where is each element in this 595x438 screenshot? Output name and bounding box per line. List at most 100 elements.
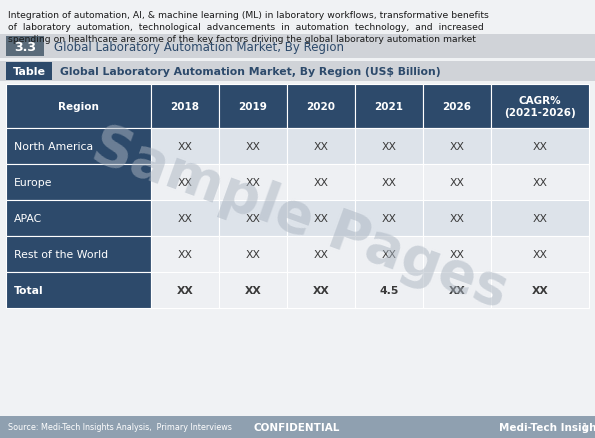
Text: XX: XX (531, 285, 549, 295)
Bar (151, 201, 219, 237)
Text: 2019: 2019 (239, 102, 267, 112)
Bar (6, 129, 151, 165)
Text: North America: North America (14, 141, 93, 152)
Bar (287, 85, 355, 129)
Bar (491, 272, 589, 308)
Text: XX: XX (381, 213, 396, 223)
Bar (355, 272, 423, 308)
Bar (491, 201, 589, 237)
Text: XX: XX (246, 213, 261, 223)
Bar (6, 85, 151, 129)
Bar (423, 237, 491, 272)
Bar (6, 272, 151, 308)
Text: APAC: APAC (14, 213, 42, 223)
Text: XX: XX (245, 285, 261, 295)
Bar (355, 165, 423, 201)
Text: XX: XX (246, 141, 261, 152)
Text: XX: XX (246, 177, 261, 187)
Bar (219, 85, 287, 129)
Bar (219, 201, 287, 237)
Bar (0, 62, 595, 82)
Bar (423, 201, 491, 237)
Text: XX: XX (449, 141, 465, 152)
Bar (355, 129, 423, 165)
Text: CAGR%
(2021-2026): CAGR% (2021-2026) (504, 95, 576, 118)
Text: XX: XX (449, 249, 465, 259)
Text: XX: XX (533, 141, 547, 152)
Bar (355, 237, 423, 272)
Text: 2018: 2018 (171, 102, 199, 112)
Text: XX: XX (177, 177, 193, 187)
Text: CONFIDENTIAL: CONFIDENTIAL (254, 422, 340, 432)
Text: Sample Pages: Sample Pages (85, 118, 515, 318)
Text: 2026: 2026 (443, 102, 471, 112)
Bar (6, 165, 151, 201)
Text: XX: XX (314, 213, 328, 223)
Bar (423, 272, 491, 308)
Bar (219, 272, 287, 308)
Bar (491, 165, 589, 201)
Bar (423, 165, 491, 201)
Text: XX: XX (449, 285, 465, 295)
Text: XX: XX (449, 177, 465, 187)
Text: XX: XX (177, 249, 193, 259)
Bar (287, 129, 355, 165)
Bar (355, 201, 423, 237)
Text: XX: XX (314, 141, 328, 152)
Text: 4.5: 4.5 (380, 285, 399, 295)
Bar (6, 237, 151, 272)
Text: XX: XX (381, 141, 396, 152)
Bar (6, 37, 44, 57)
Text: Global Laboratory Automation Market, By Region (US$ Billion): Global Laboratory Automation Market, By … (60, 67, 441, 77)
Bar (219, 129, 287, 165)
Text: Integration of automation, AI, & machine learning (ML) in laboratory workflows, : Integration of automation, AI, & machine… (8, 11, 489, 20)
Text: Total: Total (14, 285, 43, 295)
Text: XX: XX (381, 249, 396, 259)
Bar (151, 165, 219, 201)
Bar (423, 85, 491, 129)
Bar (287, 272, 355, 308)
Bar (151, 272, 219, 308)
Text: XX: XX (314, 177, 328, 187)
Text: Table: Table (12, 67, 45, 77)
Bar (6, 201, 151, 237)
Text: XX: XX (246, 249, 261, 259)
Text: 3.3: 3.3 (14, 40, 36, 53)
Bar (151, 129, 219, 165)
Bar (219, 165, 287, 201)
Bar (491, 85, 589, 129)
Text: 2020: 2020 (306, 102, 336, 112)
Text: Medi-Tech Insights: Medi-Tech Insights (499, 422, 595, 432)
Text: of  laboratory  automation,  technological  advancements  in  automation  techno: of laboratory automation, technological … (8, 23, 484, 32)
Text: Rest of the World: Rest of the World (14, 249, 108, 259)
Text: XX: XX (177, 141, 193, 152)
Text: XX: XX (177, 213, 193, 223)
Text: Source: Medi-Tech Insights Analysis,  Primary Interviews: Source: Medi-Tech Insights Analysis, Pri… (8, 423, 232, 431)
Text: 1: 1 (582, 422, 588, 432)
Text: XX: XX (381, 177, 396, 187)
Bar (151, 237, 219, 272)
Bar (219, 237, 287, 272)
Text: spending on healthcare are some of the key factors driving the global laboratory: spending on healthcare are some of the k… (8, 35, 476, 44)
Bar (355, 85, 423, 129)
Bar (423, 129, 491, 165)
Bar (287, 165, 355, 201)
Text: Global Laboratory Automation Market, By Region: Global Laboratory Automation Market, By … (54, 40, 344, 53)
Bar (287, 201, 355, 237)
Text: XX: XX (533, 213, 547, 223)
Bar (6, 63, 52, 81)
Bar (0, 35, 595, 59)
Text: XX: XX (314, 249, 328, 259)
Bar (491, 237, 589, 272)
Text: XX: XX (533, 249, 547, 259)
Bar (151, 85, 219, 129)
Text: 2021: 2021 (374, 102, 403, 112)
Text: XX: XX (533, 177, 547, 187)
Text: Region: Region (58, 102, 99, 112)
Text: XX: XX (449, 213, 465, 223)
Bar (287, 237, 355, 272)
Text: XX: XX (312, 285, 330, 295)
Bar (491, 129, 589, 165)
Text: XX: XX (177, 285, 193, 295)
Text: Europe: Europe (14, 177, 52, 187)
